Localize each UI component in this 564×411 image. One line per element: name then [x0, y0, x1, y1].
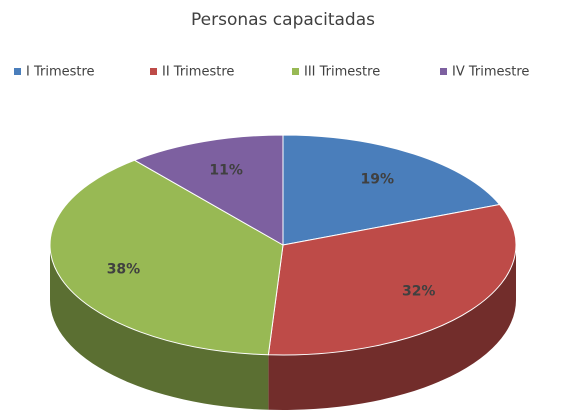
legend-label: III Trimestre [304, 65, 380, 80]
data-label: 32% [402, 284, 436, 300]
slice-side [268, 245, 516, 410]
legend-swatch [440, 68, 447, 75]
slice [282, 134, 501, 246]
slice [133, 134, 284, 246]
legend-label: IV Trimestre [452, 65, 529, 80]
chart-title: Personas capacitadas [191, 10, 375, 30]
legend-swatch [292, 68, 299, 75]
slice [267, 203, 517, 356]
legend-swatch [150, 68, 157, 75]
slice [49, 159, 284, 356]
data-label: 38% [107, 261, 141, 277]
legend-label: I Trimestre [26, 65, 95, 80]
data-label: 11% [209, 162, 243, 178]
data-label: 19% [361, 171, 395, 187]
legend-label: II Trimestre [162, 65, 234, 80]
legend-swatch [14, 68, 21, 75]
slice-side [50, 245, 269, 410]
